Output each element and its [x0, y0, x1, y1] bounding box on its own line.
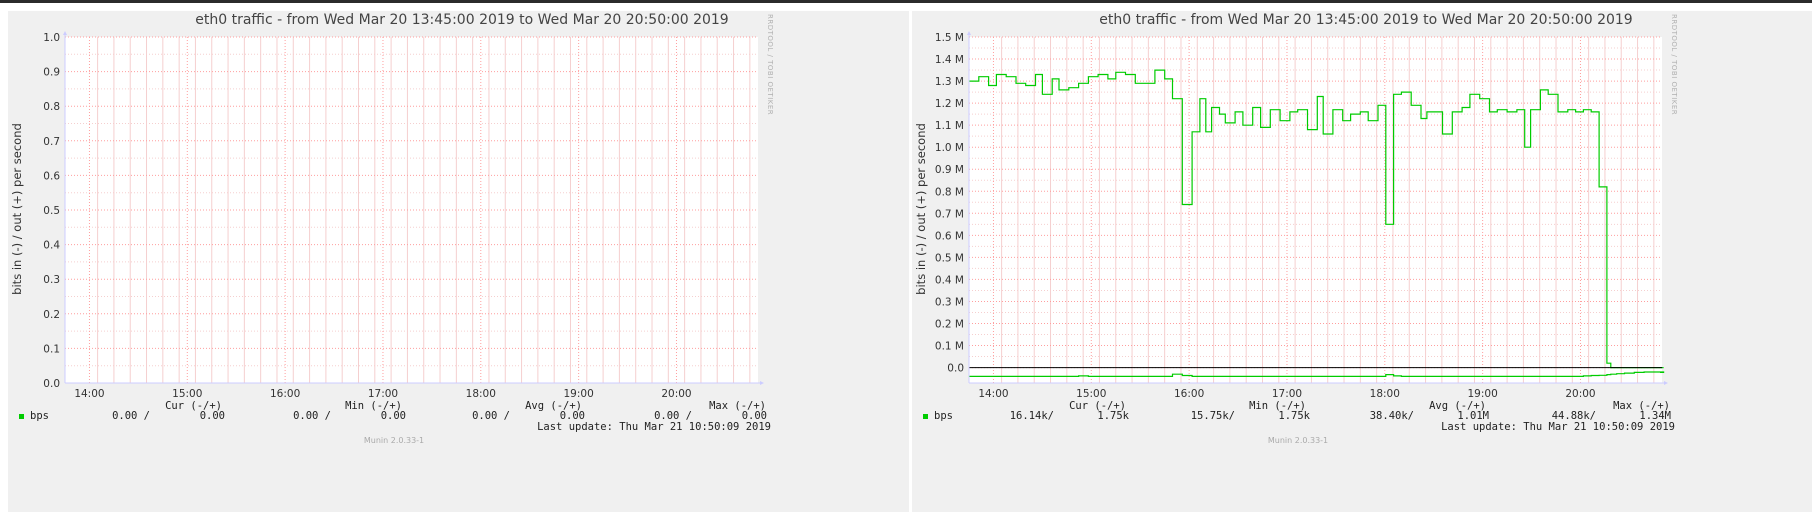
x-tick-label: 14:00	[978, 388, 1008, 400]
munin-version: Munin 2.0.33-1	[1268, 436, 1328, 445]
stats-table: Cur (-/+) Min (-/+) Avg (-/+) Max (-/+) …	[19, 400, 771, 433]
y-tick-label: 0.5 M	[935, 252, 964, 264]
plot-area: 0.0 0.1 0.2 0.3 0.4 0.5 0.6 0.7 0.8 0.9 1.0 14:00 15…	[43, 31, 764, 400]
y-tick-label: 0.0	[947, 363, 964, 375]
x-tick-label: 15:00	[172, 388, 202, 400]
legend-name: bps	[934, 410, 953, 422]
y-tick-label: 0.8	[43, 101, 60, 113]
top-border	[0, 0, 1812, 3]
header-max: Max (-/+)	[709, 400, 766, 412]
y-axis-arrow	[967, 31, 971, 35]
min-out: 0.00	[381, 410, 406, 422]
header-min: Min (-/+)	[345, 400, 402, 412]
x-tick-label: 16:00	[1174, 388, 1204, 400]
max-out: 0.00	[742, 410, 767, 422]
y-tick-label: 0.3 M	[935, 296, 964, 308]
y-tick-label: 1.0	[43, 32, 60, 44]
header-avg: Avg (-/+)	[525, 400, 582, 412]
chart-title: eth0 traffic - from Wed Mar 20 13:45:00 …	[195, 12, 728, 28]
avg-out: 0.00	[560, 410, 585, 422]
x-axis-arrow	[1664, 381, 1668, 385]
header-cur: Cur (-/+)	[1069, 400, 1126, 412]
x-tick-label: 18:00	[1370, 388, 1400, 400]
munin-version: Munin 2.0.33-1	[364, 436, 424, 445]
y-tick-label: 1.5 M	[935, 32, 964, 44]
y-tick-label: 0.8 M	[935, 186, 964, 198]
chart-panel-left: eth0 traffic - from Wed Mar 20 13:45:00 …	[8, 11, 909, 512]
y-tick-label: 0.9 M	[935, 164, 964, 176]
plot-area: 0.0 0.1 M 0.2 M 0.3 M 0.4 M 0.5 M 0.6 M 0.7 M 0.…	[935, 31, 1668, 400]
y-tick-label: 1.4 M	[935, 54, 964, 66]
cur-in: 0.00 /	[112, 410, 150, 422]
max-in: 0.00 /	[654, 410, 692, 422]
y-tick-label: 1.3 M	[935, 76, 964, 88]
y-tick-label: 0.6	[43, 170, 60, 182]
min-out: 1.75k	[1278, 410, 1310, 422]
header-avg: Avg (-/+)	[1429, 400, 1486, 412]
avg-out: 1.01M	[1457, 410, 1489, 422]
chart-svg-left: eth0 traffic - from Wed Mar 20 13:45:00 …	[10, 12, 774, 445]
plot-background	[65, 37, 758, 383]
y-axis-arrow	[63, 31, 67, 35]
y-axis-label: bits in (-) / out (+) per second	[914, 123, 928, 295]
x-tick-label: 19:00	[1468, 388, 1498, 400]
y-tick-label: 0.7	[43, 136, 60, 148]
max-in: 44.88k/	[1552, 410, 1596, 422]
x-tick-label: 14:00	[74, 388, 104, 400]
plot-background	[969, 37, 1662, 383]
last-update: Last update: Thu Mar 21 10:50:09 2019	[537, 421, 771, 433]
y-tick-label: 0.0	[43, 378, 60, 390]
y-tick-label: 0.4 M	[935, 274, 964, 286]
y-tick-label: 0.1 M	[935, 341, 964, 353]
legend-swatch	[19, 414, 24, 419]
stats-table: Cur (-/+) Min (-/+) Avg (-/+) Max (-/+) …	[923, 400, 1675, 433]
y-tick-label: 0.6 M	[935, 230, 964, 242]
y-tick-label: 0.4	[43, 240, 60, 252]
header-max: Max (-/+)	[1613, 400, 1670, 412]
x-tick-label: 20:00	[1565, 388, 1595, 400]
y-tick-label: 0.2 M	[935, 318, 964, 330]
header-cur: Cur (-/+)	[165, 400, 222, 412]
chart-title: eth0 traffic - from Wed Mar 20 13:45:00 …	[1099, 12, 1632, 28]
min-in: 0.00 /	[293, 410, 331, 422]
x-tick-label: 19:00	[564, 388, 594, 400]
y-tick-label: 1.0 M	[935, 142, 964, 154]
x-tick-label: 17:00	[1272, 388, 1302, 400]
cur-out: 1.75k	[1097, 410, 1129, 422]
y-tick-label: 0.1	[43, 343, 60, 355]
chart-panel-right: eth0 traffic - from Wed Mar 20 13:45:00 …	[912, 11, 1812, 512]
x-tick-label: 17:00	[368, 388, 398, 400]
y-tick-label: 1.2 M	[935, 98, 964, 110]
legend-swatch	[923, 414, 928, 419]
rrdtool-credit: RRDTOOL / TOBI OETIKER	[766, 14, 774, 115]
x-tick-label: 18:00	[466, 388, 496, 400]
header-min: Min (-/+)	[1249, 400, 1306, 412]
cur-out: 0.00	[200, 410, 225, 422]
y-tick-label: 1.1 M	[935, 120, 964, 132]
max-out: 1.34M	[1639, 410, 1671, 422]
y-axis-label: bits in (-) / out (+) per second	[10, 123, 24, 295]
x-tick-label: 15:00	[1076, 388, 1106, 400]
series-line-in	[969, 371, 1665, 377]
avg-in: 0.00 /	[472, 410, 510, 422]
y-tick-label: 0.5	[43, 205, 60, 217]
y-tick-label: 0.9	[43, 67, 60, 79]
legend-name: bps	[30, 410, 49, 422]
x-tick-label: 20:00	[661, 388, 691, 400]
last-update: Last update: Thu Mar 21 10:50:09 2019	[1441, 421, 1675, 433]
y-tick-label: 0.7 M	[935, 208, 964, 220]
x-axis-arrow	[760, 381, 764, 385]
avg-in: 38.40k/	[1370, 410, 1414, 422]
series-line-out	[969, 69, 1664, 369]
x-tick-label: 16:00	[270, 388, 300, 400]
min-in: 15.75k/	[1191, 410, 1235, 422]
rrdtool-credit: RRDTOOL / TOBI OETIKER	[1670, 14, 1678, 115]
y-tick-label: 0.2	[43, 309, 60, 321]
cur-in: 16.14k/	[1010, 410, 1054, 422]
y-tick-label: 0.3	[43, 274, 60, 286]
chart-svg-right: eth0 traffic - from Wed Mar 20 13:45:00 …	[914, 12, 1678, 445]
